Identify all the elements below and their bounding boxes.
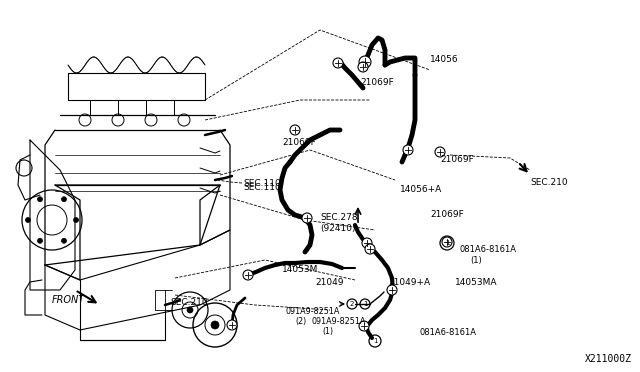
Text: 21069F: 21069F bbox=[282, 138, 316, 147]
Text: 21069F: 21069F bbox=[430, 210, 464, 219]
Circle shape bbox=[38, 238, 42, 243]
Circle shape bbox=[387, 285, 397, 295]
Text: 1: 1 bbox=[363, 301, 367, 307]
Circle shape bbox=[38, 197, 42, 202]
Circle shape bbox=[359, 56, 371, 68]
Text: SEC.210: SEC.210 bbox=[170, 298, 207, 307]
Circle shape bbox=[365, 244, 375, 254]
Text: 14056+A: 14056+A bbox=[400, 185, 442, 194]
Circle shape bbox=[333, 58, 343, 68]
Text: 14056: 14056 bbox=[430, 55, 459, 64]
Text: 1: 1 bbox=[445, 240, 449, 246]
Circle shape bbox=[359, 321, 369, 331]
Text: SEC.110: SEC.110 bbox=[243, 179, 281, 187]
Text: 091A9-8251A: 091A9-8251A bbox=[312, 317, 366, 326]
Text: (92410): (92410) bbox=[320, 224, 355, 233]
Circle shape bbox=[74, 218, 79, 222]
Circle shape bbox=[243, 270, 253, 280]
Text: 21069F: 21069F bbox=[360, 78, 394, 87]
Text: FRONT: FRONT bbox=[52, 295, 85, 305]
Circle shape bbox=[290, 125, 300, 135]
Text: (2): (2) bbox=[295, 317, 307, 326]
Circle shape bbox=[187, 307, 193, 313]
Circle shape bbox=[302, 213, 312, 223]
Text: 1: 1 bbox=[372, 338, 377, 344]
Text: SEC.110: SEC.110 bbox=[243, 183, 281, 192]
Circle shape bbox=[442, 237, 452, 247]
Text: 081A6-8161A: 081A6-8161A bbox=[420, 328, 477, 337]
Text: (1): (1) bbox=[470, 256, 482, 265]
Circle shape bbox=[61, 238, 67, 243]
Text: 14053MA: 14053MA bbox=[455, 278, 497, 287]
Circle shape bbox=[403, 145, 413, 155]
Text: 21049: 21049 bbox=[315, 278, 344, 287]
Text: SEC.278: SEC.278 bbox=[320, 213, 358, 222]
Text: X211000Z: X211000Z bbox=[585, 354, 632, 364]
Text: (1): (1) bbox=[322, 327, 333, 336]
Text: 14053M: 14053M bbox=[282, 265, 318, 274]
Circle shape bbox=[227, 320, 237, 330]
Text: SEC.210: SEC.210 bbox=[530, 178, 568, 187]
Circle shape bbox=[26, 218, 31, 222]
Circle shape bbox=[61, 197, 67, 202]
Text: 2: 2 bbox=[350, 301, 354, 307]
Text: 21049+A: 21049+A bbox=[388, 278, 430, 287]
Text: 091A9-8251A: 091A9-8251A bbox=[285, 307, 339, 316]
Text: 21069F: 21069F bbox=[440, 155, 474, 164]
Circle shape bbox=[358, 62, 368, 72]
Circle shape bbox=[362, 238, 372, 248]
Circle shape bbox=[211, 321, 219, 329]
Circle shape bbox=[435, 147, 445, 157]
Text: 081A6-8161A: 081A6-8161A bbox=[460, 245, 517, 254]
